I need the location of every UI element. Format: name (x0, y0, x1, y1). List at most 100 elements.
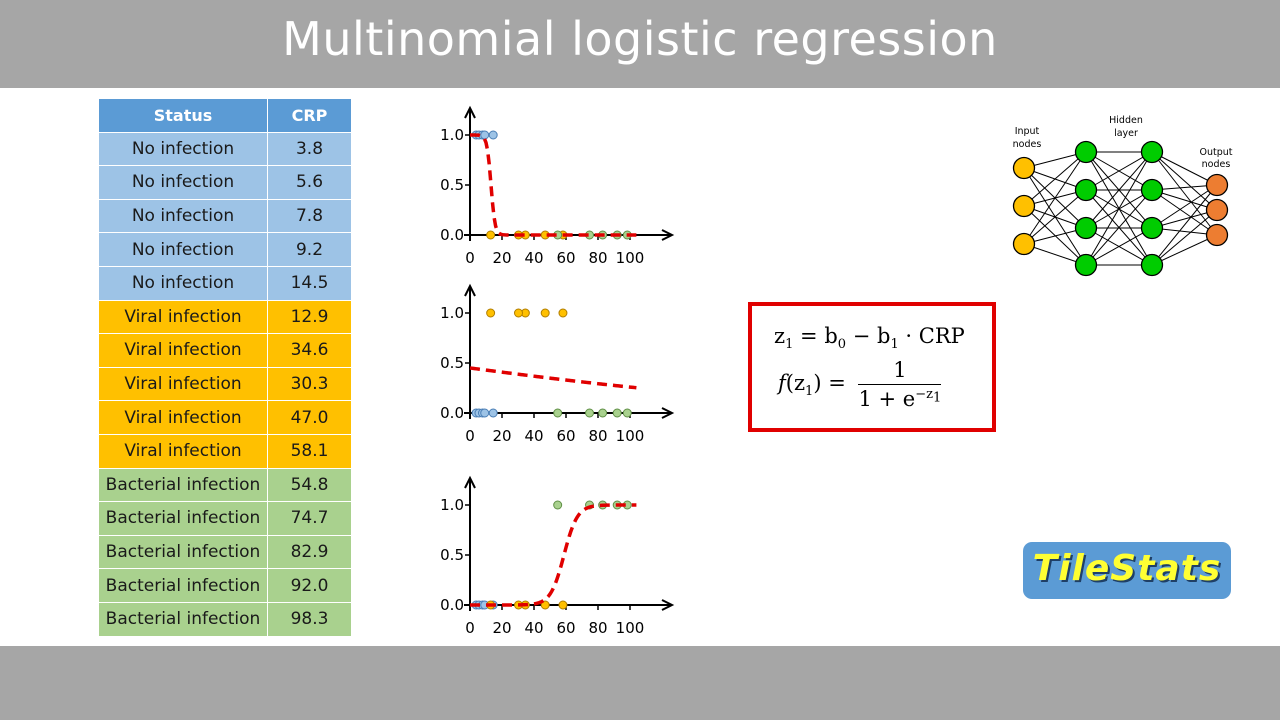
crp-cell: 7.8 (267, 198, 352, 234)
table-header-row: Status CRP (98, 98, 352, 133)
data-point (598, 408, 608, 418)
x-axis-arrow (661, 407, 675, 419)
logistic-curve (470, 503, 637, 607)
y-tick-label: 0.5 (440, 354, 464, 372)
data-point (540, 308, 550, 318)
fraction: 1 1 + e−z1 (858, 358, 942, 411)
input-node (1012, 194, 1036, 218)
x-tick-label: 40 (524, 249, 543, 267)
status-cell: Viral infection (98, 433, 268, 469)
status-cell: Viral infection (98, 299, 268, 335)
hidden-node (1074, 178, 1098, 202)
x-tick-label: 80 (588, 249, 607, 267)
x-tick-label: 20 (492, 249, 511, 267)
y-tick-label: 1.0 (440, 496, 464, 514)
crp-cell: 9.2 (267, 232, 352, 267)
network-edge (1151, 189, 1218, 236)
crp-cell: 14.5 (267, 265, 352, 301)
hidden-node (1140, 216, 1164, 240)
network-edge (1151, 151, 1218, 236)
x-tick-label: 80 (588, 619, 607, 637)
data-point (480, 408, 490, 418)
network-edge (1023, 151, 1087, 245)
table-row: Bacterial infection 92.0 (98, 568, 352, 603)
crp-cell: 3.8 (267, 131, 352, 167)
x-tick-label: 40 (524, 619, 543, 637)
network-edge (1151, 209, 1218, 229)
table-row: Bacterial infection 82.9 (98, 534, 352, 570)
hidden-node (1140, 253, 1164, 277)
network-edge (1151, 151, 1218, 186)
crp-header: CRP (267, 98, 352, 133)
network-edge (1085, 151, 1153, 266)
output-node (1205, 173, 1229, 197)
crp-cell: 58.1 (267, 433, 352, 469)
status-cell: No infection (98, 198, 268, 234)
output-nodes-label-2: nodes (1202, 159, 1231, 170)
chart-no-infection: 0.0 0.5 1.0 0 20 40 60 80 100 (440, 105, 675, 267)
logistic-curve (469, 366, 637, 390)
input-node (1012, 232, 1036, 256)
x-tick-label: 20 (492, 427, 511, 445)
hidden-layer-label-2: layer (1114, 128, 1138, 139)
logistic-function-formula: f(z1) = 1 1 + e−z1 (778, 358, 942, 411)
x-tick-label: 60 (556, 619, 575, 637)
status-cell: No infection (98, 232, 268, 267)
slide-title: Multinomial logistic regression (282, 12, 998, 66)
network-edge (1151, 209, 1218, 266)
status-cell: Viral infection (98, 400, 268, 435)
network-edge (1151, 184, 1218, 229)
status-cell: Bacterial infection (98, 601, 268, 637)
input-nodes-label-2: nodes (1013, 139, 1042, 150)
y-tick-label: 0.5 (440, 546, 464, 564)
data-point (622, 408, 632, 418)
table-row: No infection 14.5 (98, 265, 352, 301)
data-point (513, 308, 523, 318)
status-cell: Viral infection (98, 333, 268, 368)
network-edge (1085, 151, 1153, 191)
data-point (540, 600, 550, 610)
y-tick-label: 0.0 (440, 404, 464, 422)
table-row: Bacterial infection 54.8 (98, 467, 352, 503)
crp-cell: 98.3 (267, 601, 352, 637)
data-point (480, 130, 490, 140)
crp-cell: 12.9 (267, 299, 352, 335)
network-edge (1151, 189, 1218, 211)
table-row: Viral infection 58.1 (98, 433, 352, 469)
y-axis-arrow (464, 105, 476, 119)
footer-bar (0, 646, 1280, 720)
table-row: No infection 7.8 (98, 198, 352, 234)
table-row: Bacterial infection 98.3 (98, 601, 352, 637)
linear-predictor-formula: z1 = b0 − b1 · CRP (774, 324, 965, 353)
hidden-node (1074, 216, 1098, 240)
status-cell: Bacterial infection (98, 467, 268, 503)
table-row: No infection 3.8 (98, 131, 352, 167)
crp-table: Status CRP No infection 3.8 No infection 5.… (98, 98, 352, 637)
crp-cell: 92.0 (267, 568, 352, 603)
y-tick-label: 0.0 (440, 596, 464, 614)
x-tick-label: 0 (465, 249, 475, 267)
x-tick-label: 60 (556, 249, 575, 267)
table-row: Viral infection 30.3 (98, 366, 352, 402)
y-tick-label: 1.0 (440, 304, 464, 322)
data-point (486, 308, 496, 318)
data-point (486, 230, 496, 240)
crp-cell: 47.0 (267, 400, 352, 435)
status-cell: Viral infection (98, 366, 268, 402)
x-tick-label: 0 (465, 427, 475, 445)
table-row: Viral infection 47.0 (98, 400, 352, 435)
chart-viral-infection: 0.0 0.5 1.0 0 20 40 60 80 100 (440, 283, 675, 445)
network-edge (1151, 234, 1218, 266)
status-cell: No infection (98, 265, 268, 301)
data-point (553, 500, 563, 510)
crp-cell: 82.9 (267, 534, 352, 570)
hidden-layer-label: Hidden (1109, 115, 1143, 126)
hidden-node (1074, 140, 1098, 164)
x-axis-arrow (661, 599, 675, 611)
chart-bacterial-infection: 0.0 0.5 1.0 0 20 40 60 80 100 (440, 475, 675, 637)
x-tick-label: 20 (492, 619, 511, 637)
data-point (558, 308, 568, 318)
table-row: Viral infection 12.9 (98, 299, 352, 335)
network-edge (1085, 151, 1153, 229)
data-point (488, 130, 498, 140)
